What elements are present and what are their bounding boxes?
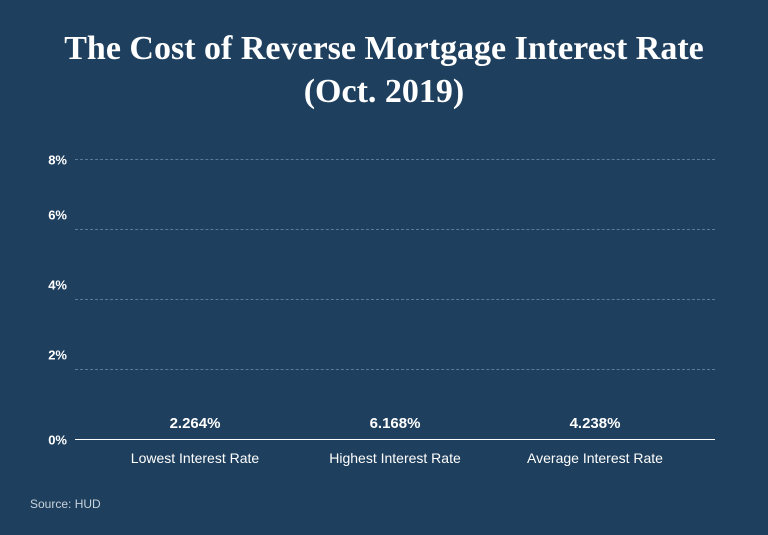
y-tick-label: 8% bbox=[48, 153, 67, 168]
source-attribution: Source: HUD bbox=[30, 497, 101, 511]
x-axis-line bbox=[75, 439, 715, 440]
x-tick-label: Average Interest Rate bbox=[495, 450, 695, 466]
bar-value-label: 6.168% bbox=[325, 415, 465, 440]
y-tick-label: 2% bbox=[48, 348, 67, 363]
chart-title: The Cost of Reverse Mortgage Interest Ra… bbox=[0, 0, 768, 123]
y-tick-label: 4% bbox=[48, 278, 67, 293]
bars-container: 2.264% 6.168% 4.238% bbox=[75, 160, 715, 440]
bar-value-label: 2.264% bbox=[125, 415, 265, 440]
x-tick-label: Lowest Interest Rate bbox=[95, 450, 295, 466]
y-tick-label: 0% bbox=[48, 433, 67, 448]
chart-plot-area: 0% 2% 4% 6% 8% 2.264% 6.168% 4.238% Lowe… bbox=[75, 160, 715, 440]
x-tick-label: Highest Interest Rate bbox=[295, 450, 495, 466]
y-axis: 0% 2% 4% 6% 8% bbox=[35, 160, 75, 440]
bar-value-label: 4.238% bbox=[525, 415, 665, 440]
y-tick-label: 6% bbox=[48, 208, 67, 223]
